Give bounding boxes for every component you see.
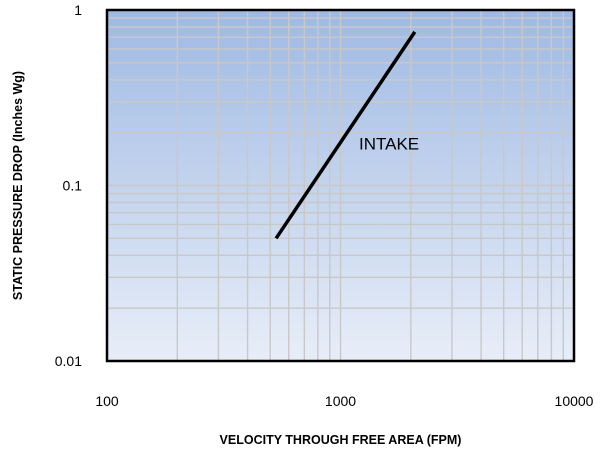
x-tick-label: 10000 <box>555 393 594 409</box>
x-axis-title: VELOCITY THROUGH FREE AREA (FPM) <box>220 433 462 447</box>
annotations: INTAKE <box>359 135 419 154</box>
y-tick-label: 0.1 <box>63 178 83 194</box>
x-tick-label: 100 <box>95 393 119 409</box>
series-line-intake <box>274 30 417 240</box>
plot-frame <box>105 8 576 363</box>
y-axis-tick-labels: 0.01 0.1 1 <box>55 2 82 369</box>
annotation-label: INTAKE <box>359 135 419 154</box>
y-tick-label: 1 <box>74 2 82 18</box>
grid <box>107 10 574 361</box>
series-layer <box>274 30 417 240</box>
y-tick-label: 0.01 <box>55 353 82 369</box>
x-tick-label: 1000 <box>325 393 356 409</box>
y-axis-title: STATIC PRESSURE DROP (Inches Wg) <box>11 71 25 300</box>
x-axis-tick-labels: 100 1000 10000 <box>95 393 593 409</box>
